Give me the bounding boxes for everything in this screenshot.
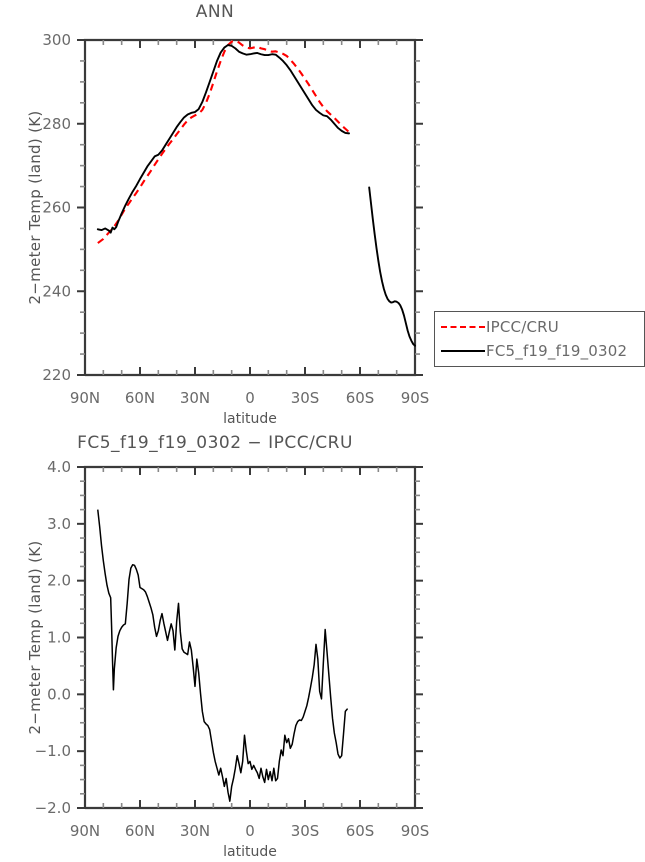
- bottom-chart-x-tick-label: 30N: [180, 822, 210, 840]
- top-chart-x-tick-label: 90S: [401, 389, 430, 407]
- top-chart-panel: ANN 2−meter Temp (land) (K) latitude 90N…: [26, 2, 430, 427]
- bottom-chart-x-tick-label: 0: [245, 822, 255, 840]
- top-chart-x-tick-label: 0: [245, 389, 255, 407]
- top-chart-y-tick-label: 220: [42, 366, 71, 384]
- bottom-chart-y-tick-label: 1.0: [47, 629, 71, 647]
- bottom-chart-x-axis-label: latitude: [223, 844, 277, 860]
- bottom-chart-x-tick-label: 30S: [291, 822, 320, 840]
- bottom-chart-canvas: 90N 60N 30N 0 30S 60S 90S −2.0 −1.0 0.0 1.0 2.0 3.0 4…: [35, 458, 430, 840]
- top-chart-series-1: [96, 44, 350, 234]
- top-chart-y-tick-label: 240: [42, 282, 71, 300]
- bottom-chart-y-tick-label: 2.0: [47, 572, 71, 590]
- bottom-chart-x-tick-label: 60N: [125, 822, 155, 840]
- top-chart-x-tick-label: 30N: [180, 389, 210, 407]
- top-chart-title: ANN: [195, 2, 235, 22]
- bottom-chart-y-tick-label: −2.0: [35, 799, 71, 817]
- legend-item-obs: IPCC/CRU: [441, 316, 559, 338]
- bottom-chart-plot-frame: [83, 465, 417, 810]
- bottom-chart-x-tick-label: 90N: [70, 822, 100, 840]
- legend-swatch-dashed-red: [441, 326, 485, 328]
- bottom-chart-y-tick-label: 4.0: [47, 458, 71, 476]
- top-chart-series-0: [97, 39, 350, 244]
- legend-item-model: FC5_f19_f19_0302: [441, 340, 627, 362]
- bottom-chart-y-tick-label: 0.0: [47, 685, 71, 703]
- top-chart-plot-frame: [83, 38, 417, 377]
- legend-label-obs: IPCC/CRU: [486, 318, 559, 336]
- bottom-chart-title: FC5_f19_f19_0302 − IPCC/CRU: [77, 433, 353, 453]
- bottom-chart-series-0: [97, 509, 348, 802]
- top-chart-y-tick-label: 280: [42, 115, 71, 133]
- top-chart-y-tick-label: 300: [42, 31, 71, 49]
- top-chart-canvas: 90N 60N 30N 0 30S 60S 90S 220 240 260 280 300: [42, 31, 430, 407]
- legend-swatch-solid-black: [441, 350, 485, 352]
- top-chart-x-axis-label: latitude: [223, 411, 277, 427]
- top-chart-x-tick-label: 30S: [291, 389, 320, 407]
- top-chart-x-tick-label: 90N: [70, 389, 100, 407]
- bottom-chart-y-tick-label: 3.0: [47, 515, 71, 533]
- top-chart-x-tick-label: 60S: [346, 389, 375, 407]
- bottom-chart-y-tick-label: −1.0: [35, 742, 71, 760]
- bottom-chart-panel: FC5_f19_f19_0302 − IPCC/CRU 2−meter Temp…: [0, 431, 645, 862]
- bottom-chart-x-tick-label: 60S: [346, 822, 375, 840]
- top-chart-x-tick-label: 60N: [125, 389, 155, 407]
- top-chart-series-2: [368, 186, 416, 347]
- top-chart-y-tick-label: 260: [42, 199, 71, 217]
- chart-legend: IPCC/CRU FC5_f19_f19_0302: [434, 311, 645, 367]
- legend-label-model: FC5_f19_f19_0302: [486, 342, 628, 360]
- bottom-chart-x-tick-label: 90S: [401, 822, 430, 840]
